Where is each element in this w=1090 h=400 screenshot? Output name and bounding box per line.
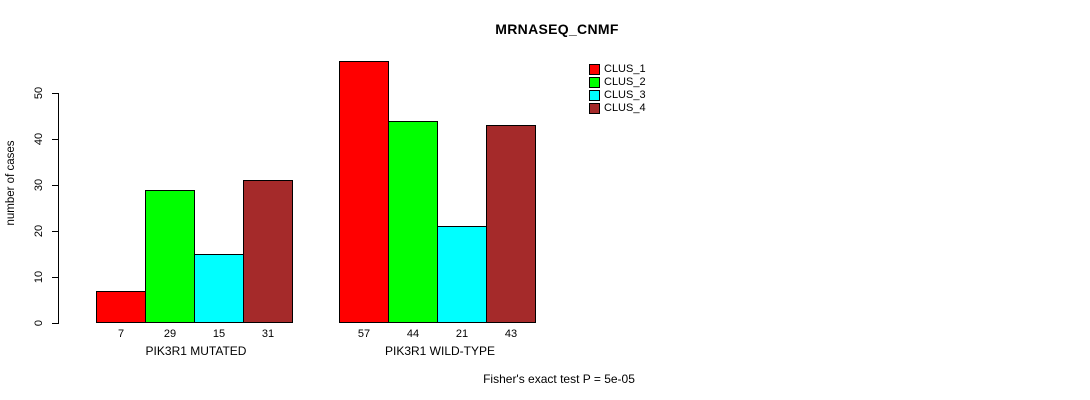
y-axis-tick bbox=[52, 231, 58, 232]
legend-swatch-clus-4 bbox=[589, 103, 600, 114]
bar-value-label: 21 bbox=[455, 328, 469, 340]
legend-label-clus-2: CLUS_2 bbox=[604, 76, 646, 88]
y-axis-tick-label: 10 bbox=[33, 270, 45, 284]
y-axis-tick bbox=[52, 323, 58, 324]
legend-swatch-clus-1 bbox=[589, 64, 600, 75]
fisher-test-annotation: Fisher's exact test P = 5e-05 bbox=[483, 372, 635, 386]
legend-item-clus-1: CLUS_1 bbox=[589, 64, 646, 75]
y-axis-tick bbox=[52, 277, 58, 278]
y-axis-tick-label: 50 bbox=[33, 86, 45, 100]
legend-item-clus-2: CLUS_2 bbox=[589, 77, 646, 88]
y-axis-tick bbox=[52, 139, 58, 140]
bar-clus_4-pik3r1-mutated bbox=[243, 180, 293, 323]
bar-value-label: 57 bbox=[357, 328, 371, 340]
legend-label-clus-1: CLUS_1 bbox=[604, 63, 646, 75]
y-axis-tick-label: 0 bbox=[33, 319, 45, 327]
y-axis-tick bbox=[52, 185, 58, 186]
x-group-label-pik3r1-mutated: PIK3R1 MUTATED bbox=[145, 344, 247, 358]
bar-clus_3-pik3r1-mutated bbox=[194, 254, 244, 323]
legend-swatch-clus-2 bbox=[589, 77, 600, 88]
y-axis-tick-label: 40 bbox=[33, 132, 45, 146]
legend-label-clus-3: CLUS_3 bbox=[604, 89, 646, 101]
legend-item-clus-3: CLUS_3 bbox=[589, 90, 646, 101]
bar-clus_1-pik3r1-mutated bbox=[96, 291, 146, 323]
bar-value-label: 29 bbox=[163, 328, 177, 340]
bar-value-label: 43 bbox=[504, 328, 518, 340]
bar-clus_2-pik3r1-wild-type bbox=[388, 121, 438, 323]
y-axis-title: number of cases bbox=[5, 140, 17, 226]
y-axis-tick bbox=[52, 93, 58, 94]
legend-item-clus-4: CLUS_4 bbox=[589, 103, 646, 114]
bar-value-label: 15 bbox=[212, 328, 226, 340]
y-axis-tick-label: 30 bbox=[33, 178, 45, 192]
bar-clus_1-pik3r1-wild-type bbox=[339, 61, 389, 323]
bar-value-label: 7 bbox=[117, 328, 125, 340]
bar-clus_4-pik3r1-wild-type bbox=[486, 125, 536, 323]
bar-clus_2-pik3r1-mutated bbox=[145, 190, 195, 323]
bar-clus_3-pik3r1-wild-type bbox=[437, 226, 487, 323]
legend: CLUS_1 CLUS_2 CLUS_3 CLUS_4 bbox=[589, 64, 646, 114]
legend-label-clus-4: CLUS_4 bbox=[604, 102, 646, 114]
legend-swatch-clus-3 bbox=[589, 90, 600, 101]
y-axis-tick-label: 20 bbox=[33, 224, 45, 238]
y-axis-line bbox=[58, 93, 59, 324]
bar-value-label: 44 bbox=[406, 328, 420, 340]
x-group-label-pik3r1-wild-type: PIK3R1 WILD-TYPE bbox=[384, 344, 496, 358]
chart-title: MRNASEQ_CNMF bbox=[495, 21, 619, 37]
bar-value-label: 31 bbox=[261, 328, 275, 340]
